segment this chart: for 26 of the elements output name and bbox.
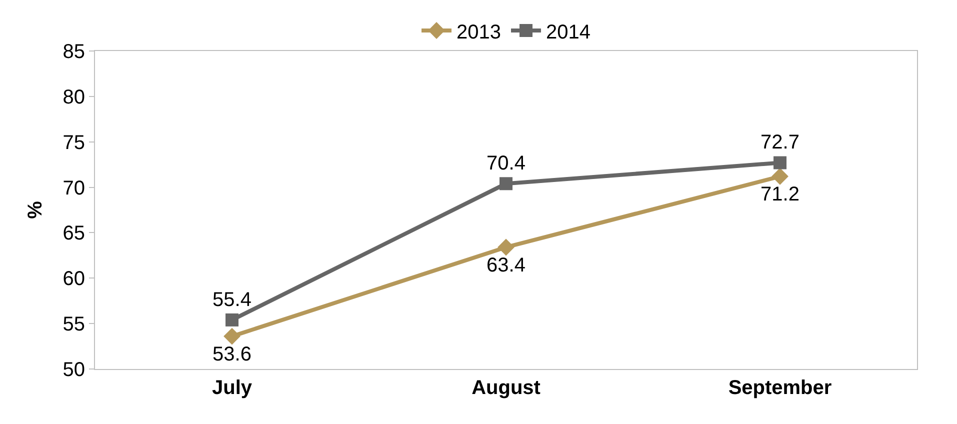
y-tick-label: 75: [62, 132, 85, 154]
y-axis-title: %: [24, 200, 46, 219]
y-tick-label: 80: [62, 86, 85, 108]
legend-label: 2014: [546, 21, 590, 44]
data-label: 55.4: [212, 288, 252, 311]
point: [226, 313, 238, 326]
x-tick-label: September: [728, 377, 832, 399]
y-tick-label: 60: [62, 268, 85, 290]
y-tick-label: 50: [62, 359, 85, 381]
point: [224, 328, 240, 345]
y-tick-label: 70: [62, 177, 85, 200]
y-tick-label: 85: [62, 41, 85, 63]
data-label: 71.2: [760, 184, 800, 206]
point: [498, 238, 514, 256]
data-label: 53.6: [212, 343, 252, 366]
point: [772, 168, 788, 185]
point: [774, 156, 786, 170]
legend-label: 2013: [456, 21, 501, 44]
y-tick-label: 55: [62, 314, 85, 336]
x-tick-label: August: [472, 377, 541, 399]
point: [500, 177, 512, 190]
data-label: 72.7: [760, 132, 800, 154]
y-tick-label: 65: [62, 222, 85, 245]
data-label: 70.4: [486, 152, 526, 175]
x-tick-label: July: [212, 377, 253, 399]
data-label: 63.4: [486, 254, 526, 276]
